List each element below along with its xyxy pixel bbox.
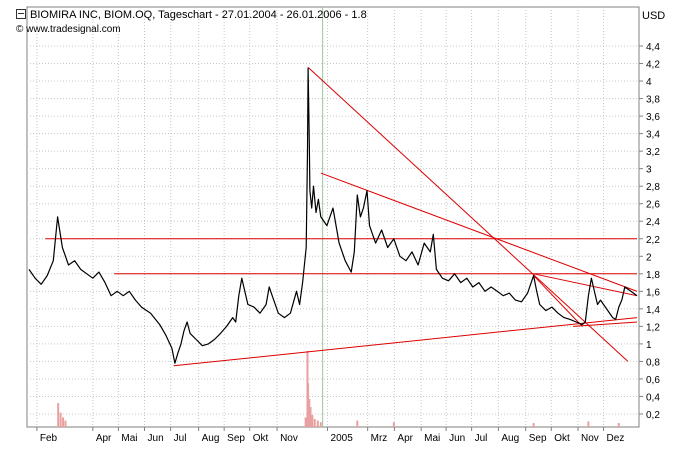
price-line — [28, 67, 638, 364]
volume-bar — [316, 420, 319, 427]
y-tick-label: 4,4 — [646, 42, 660, 53]
y-tick-label: 4 — [646, 77, 652, 88]
y-tick-label: 1,4 — [646, 305, 660, 316]
volume-bar — [309, 407, 312, 427]
x-tick-label: Aug — [202, 433, 220, 444]
plot-frame — [26, 6, 640, 428]
x-tick-label: Jun — [449, 433, 465, 444]
y-tick-label: 3,8 — [646, 95, 660, 106]
x-tick-label: Jul — [174, 433, 187, 444]
y-tick-label: 3 — [646, 165, 652, 176]
volume-bar — [307, 383, 310, 427]
x-tick-label: Sep — [227, 433, 245, 444]
x-tick-label: Mrz — [371, 433, 388, 444]
x-tick-label: Okt — [554, 433, 570, 444]
price-series — [28, 67, 638, 364]
trend-line — [533, 273, 638, 297]
trend-line — [320, 172, 638, 292]
volume-bar — [304, 417, 307, 427]
volume-bar — [587, 421, 590, 427]
y-tick-label: 3,6 — [646, 112, 660, 123]
trend-lines — [45, 67, 638, 367]
y-tick-label: 0,6 — [646, 375, 660, 386]
y-tick-label: 1 — [646, 340, 652, 351]
y-tick-label: 2,8 — [646, 182, 660, 193]
volume-bar — [617, 423, 620, 427]
x-tick-label: Aug — [501, 433, 519, 444]
volume-bar — [356, 420, 359, 427]
volume-bar — [62, 417, 65, 427]
x-tick-label: Mai — [424, 433, 440, 444]
y-tick-label: 2,6 — [646, 200, 660, 211]
chart-symbol-icon — [16, 9, 26, 19]
volume-bar — [311, 415, 314, 427]
volume-bar — [308, 399, 311, 427]
x-tick-label: Sep — [529, 433, 547, 444]
volume-bar — [57, 403, 60, 427]
y-tick-label: 2 — [646, 252, 652, 263]
volume-bar — [392, 422, 395, 427]
x-tick-label: Jun — [148, 433, 164, 444]
x-tick-label: Okt — [253, 433, 269, 444]
trend-line — [173, 317, 638, 367]
x-tick-label: Jul — [475, 433, 488, 444]
x-tick-label: Nov — [581, 433, 599, 444]
y-axis: 0,2 0,4 0,6 0,8 1 1,2 1,4 1,6 1,8 2 2,2 2,4 2,6 2,8 3 3… — [639, 42, 660, 421]
y-tick-label: 1,6 — [646, 287, 660, 298]
volume-bar — [64, 420, 67, 427]
y-tick-label: 0,2 — [646, 410, 660, 421]
x-tick-label: Nov — [280, 433, 298, 444]
y-axis-unit: USD — [642, 10, 666, 22]
source-credit: © www.tradesignal.com — [16, 24, 121, 35]
y-tick-label: 1,2 — [646, 322, 660, 333]
x-tick-label: Mai — [121, 433, 137, 444]
trend-line — [533, 275, 583, 327]
volume-bar — [313, 419, 316, 427]
x-tick-label: 2005 — [331, 433, 354, 444]
y-tick-label: 2,4 — [646, 217, 660, 228]
volume-bar — [532, 423, 535, 427]
y-tick-label: 3,2 — [646, 147, 660, 158]
x-tick-label: Dez — [607, 433, 625, 444]
x-tick-label: Apr — [96, 433, 112, 444]
trend-line — [573, 321, 638, 327]
chart-title-text: BIOMIRA INC, BIOM.OQ, Tageschart - 27.01… — [30, 9, 367, 21]
y-tick-label: 0,8 — [646, 357, 660, 368]
y-tick-label: 3,4 — [646, 130, 660, 141]
y-tick-label: 2,2 — [646, 235, 660, 246]
y-tick-label: 4,2 — [646, 60, 660, 71]
y-tick-label: 0,4 — [646, 392, 660, 403]
y-tick-label: 1,8 — [646, 270, 660, 281]
x-axis: Feb Apr Mai Jun Jul Aug Sep Okt Nov 2005 Mrz Apr Mai… — [36, 427, 625, 444]
x-tick-label: Feb — [40, 433, 58, 444]
volume-bars — [57, 351, 620, 427]
volume-bar — [319, 422, 322, 427]
trend-line — [308, 67, 629, 362]
x-tick-label: Apr — [397, 433, 413, 444]
chart-title: BIOMIRA INC, BIOM.OQ, Tageschart - 27.01… — [16, 9, 367, 21]
volume-bar — [59, 412, 62, 427]
